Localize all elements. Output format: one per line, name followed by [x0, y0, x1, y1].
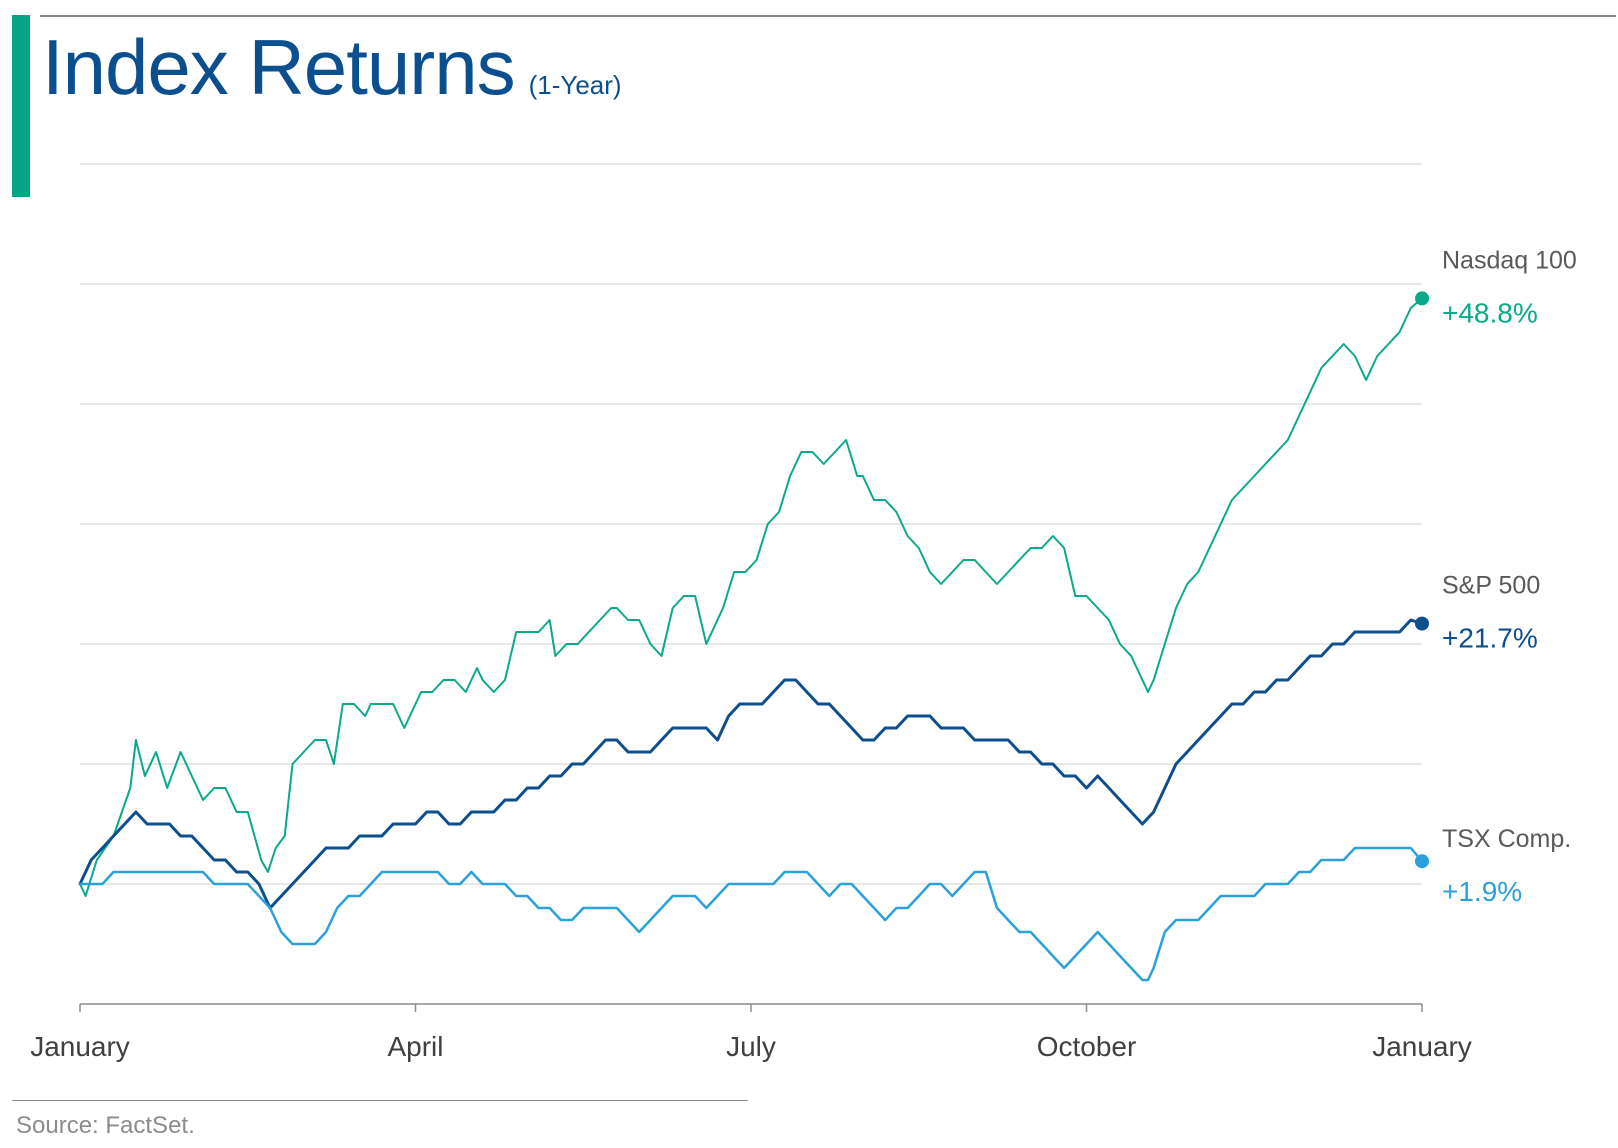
series-name-label: S&P 500: [1442, 572, 1540, 600]
series-end-marker: [1415, 291, 1429, 306]
series-value-label: +21.7%: [1442, 623, 1538, 654]
series-line-2: [78, 846, 1424, 982]
series-name-label: TSX Comp.: [1442, 825, 1571, 853]
chart-title: Index Returns: [42, 23, 516, 111]
title-accent-bar: [12, 15, 30, 197]
series-line-0: [79, 297, 1423, 897]
x-axis: January April July October January: [30, 1003, 1472, 1062]
source-note: Source: FactSet.: [16, 1112, 195, 1139]
x-tick-label: January: [30, 1031, 130, 1062]
title-block: Index Returns (1-Year): [42, 22, 622, 113]
x-tick-label: October: [1037, 1031, 1137, 1062]
x-tick-label: April: [387, 1031, 443, 1062]
chart-subtitle: (1-Year): [528, 70, 622, 100]
series-value-label: +48.8%: [1442, 297, 1538, 328]
series-end-marker: [1415, 616, 1429, 631]
series-name-label: Nasdaq 100: [1442, 246, 1577, 274]
series-labels: Nasdaq 100 +48.8% S&P 500 +21.7% TSX Comp. +1…: [1442, 246, 1577, 907]
series-value-label: +1.9%: [1442, 876, 1522, 907]
source-rule: [12, 1100, 748, 1101]
series-lines: [78, 291, 1429, 982]
line-chart: January April July October January Nasdaq 10…: [30, 163, 1577, 1062]
series-line-1: [78, 618, 1424, 910]
top-rule: [40, 15, 1616, 17]
x-tick-label: January: [1372, 1031, 1472, 1062]
series-end-marker: [1415, 854, 1429, 869]
x-tick-label: July: [726, 1031, 776, 1062]
